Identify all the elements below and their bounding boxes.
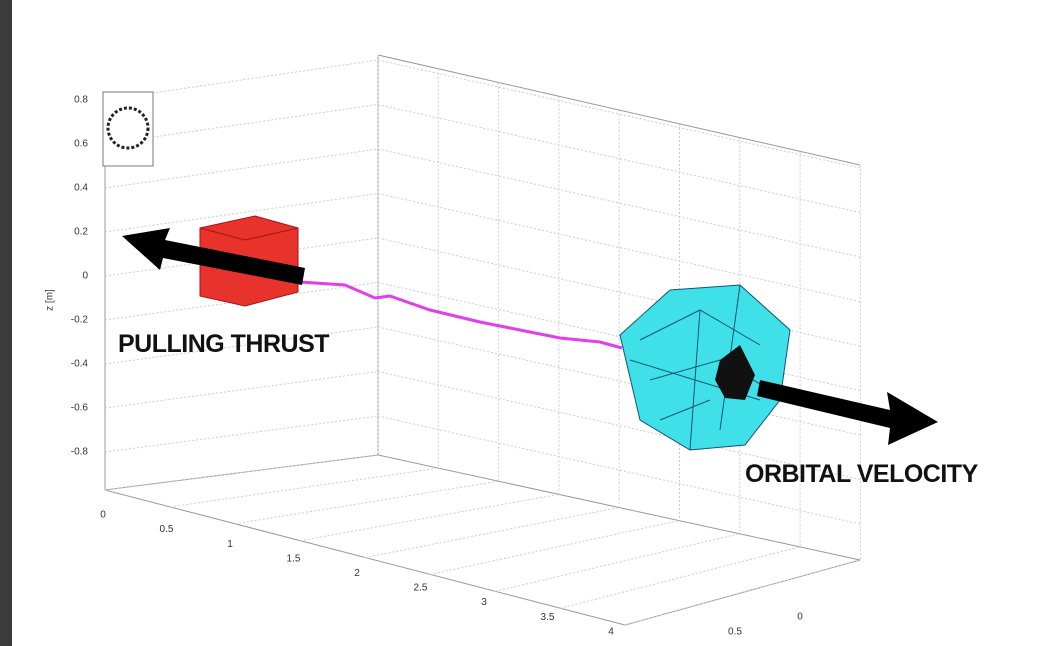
grid-line xyxy=(430,521,680,575)
grid-line xyxy=(105,416,378,452)
annotation: ORBITAL VELOCITY xyxy=(745,460,979,488)
side-strip xyxy=(0,0,12,646)
z-label: z [m] xyxy=(45,289,56,311)
grid-line xyxy=(560,547,800,609)
z-tick-label: -0.2 xyxy=(71,315,89,326)
y-tick-label: 0 xyxy=(797,612,803,623)
z-tick-label: 0.6 xyxy=(74,139,88,150)
grid-line xyxy=(170,468,438,507)
z-tick-label: 0.2 xyxy=(74,227,88,238)
velocity-arrow xyxy=(757,380,938,445)
z-tick-label: -0.4 xyxy=(71,359,89,370)
z-tick-label: 0.8 xyxy=(74,95,88,106)
x-tick-label: 1.5 xyxy=(287,553,301,564)
grid-line xyxy=(105,372,378,409)
grid-line xyxy=(300,494,559,540)
figure: z [m] PULLING THRUST ORBITAL VELOCITY 0.… xyxy=(0,0,1038,646)
legend-icon xyxy=(103,92,153,166)
z-tick-label: 0 xyxy=(82,271,88,282)
x-tick-label: 3.5 xyxy=(541,612,555,623)
grid-line xyxy=(235,481,499,524)
x-tick-label: 4 xyxy=(608,626,614,637)
x-tick-label: 2.5 xyxy=(414,583,428,594)
z-tick-label: -0.6 xyxy=(71,403,89,414)
x-tick-label: 0 xyxy=(100,510,106,521)
z-tick-label: -0.8 xyxy=(71,447,89,458)
x-tick-label: 1 xyxy=(227,539,233,550)
grid-line xyxy=(495,534,740,592)
tether xyxy=(300,282,622,348)
y-tick-label: 0.5 xyxy=(728,627,742,638)
x-tick-label: 3 xyxy=(481,597,487,608)
z-tick-label: 0.4 xyxy=(74,183,88,194)
target-debris xyxy=(620,285,790,450)
x-tick-label: 0.5 xyxy=(160,524,174,535)
grid-line xyxy=(105,455,378,490)
grid-line xyxy=(365,507,619,557)
page: z [m] PULLING THRUST ORBITAL VELOCITY 0.… xyxy=(0,0,1038,646)
x-tick-label: 2 xyxy=(354,568,360,579)
annotation: PULLING THRUST xyxy=(118,330,329,358)
